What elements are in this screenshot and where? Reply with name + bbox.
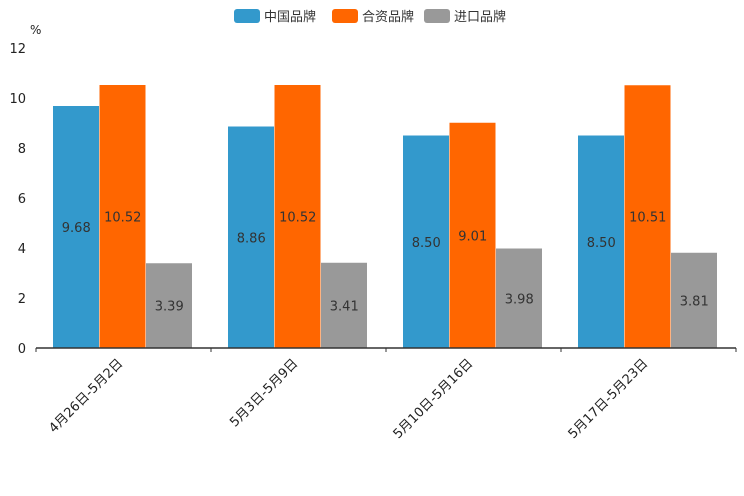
y-tick-label: 10 <box>9 92 26 107</box>
x-category-label: 5月3日-5月9日 <box>227 356 301 430</box>
y-tick-label: 2 <box>18 292 26 307</box>
legend-label-3[interactable]: 进口品牌 <box>454 9 506 25</box>
bar-3-3[interactable] <box>496 248 542 349</box>
bar-1-2[interactable] <box>99 85 146 348</box>
bar-2-1[interactable] <box>228 126 274 349</box>
x-category-label: 4月26日-5月2日 <box>46 356 126 436</box>
legend-swatch-1[interactable] <box>234 9 260 23</box>
x-axis: 4月26日-5月2日 5月3日-5月9日 5月10日-5月16日 5月17日-5月23… <box>35 348 737 442</box>
data-label: 8.50 <box>587 236 616 251</box>
data-label: 10.52 <box>279 211 316 226</box>
bar-1-1[interactable] <box>53 106 99 348</box>
data-label: 9.01 <box>458 229 487 244</box>
x-category-label: 5月10日-5月16日 <box>391 356 477 442</box>
bar-4-2[interactable] <box>624 85 671 348</box>
bar-2-2[interactable] <box>274 85 321 348</box>
value-labels: 9.68 10.52 3.39 8.86 10.52 3.41 8.50 9.01 3.98 8.… <box>62 211 709 315</box>
y-tick-label: 4 <box>18 242 26 257</box>
data-label: 8.86 <box>237 231 266 246</box>
legend-label-1[interactable]: 中国品牌 <box>264 9 316 25</box>
data-label: 8.50 <box>412 236 441 251</box>
y-tick-label: 12 <box>9 42 26 57</box>
bar-3-2[interactable] <box>449 122 496 348</box>
legend: 中国品牌 合资品牌 进口品牌 <box>234 9 506 25</box>
y-tick-label: 8 <box>18 142 26 157</box>
data-label: 3.81 <box>680 294 709 309</box>
legend-label-2[interactable]: 合资品牌 <box>362 9 414 25</box>
data-label: 10.51 <box>629 211 666 226</box>
bars <box>53 85 717 348</box>
x-category-label: 5月17日-5月23日 <box>566 356 652 442</box>
y-tick-label: 6 <box>18 192 26 207</box>
bar-3-1[interactable] <box>403 135 449 349</box>
y-axis-unit-label: % <box>30 23 41 37</box>
data-label: 3.41 <box>330 299 359 314</box>
data-label: 9.68 <box>62 221 91 236</box>
legend-swatch-2[interactable] <box>332 9 358 23</box>
legend-swatch-3[interactable] <box>424 9 450 23</box>
bar-4-3[interactable] <box>671 252 717 348</box>
data-label: 3.39 <box>155 300 184 315</box>
bar-2-3[interactable] <box>321 262 367 348</box>
data-label: 10.52 <box>104 211 141 226</box>
y-tick-label: 0 <box>18 342 26 357</box>
bar-4-1[interactable] <box>578 135 624 349</box>
y-axis: 0 2 4 6 8 10 12 <box>9 42 26 357</box>
bar-1-3[interactable] <box>146 263 192 348</box>
data-label: 3.98 <box>505 292 534 307</box>
